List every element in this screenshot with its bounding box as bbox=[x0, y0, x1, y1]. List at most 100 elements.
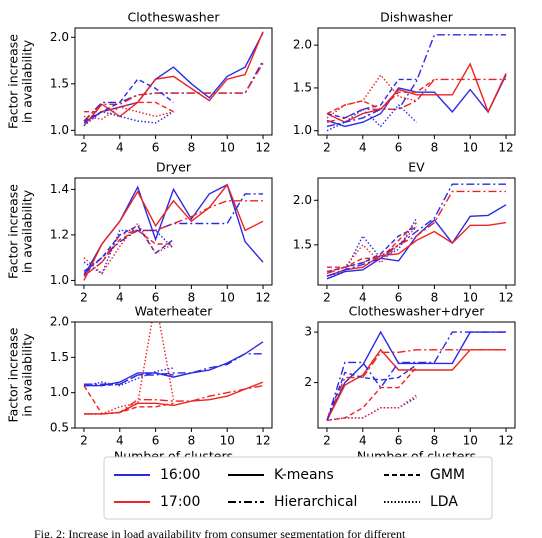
y-tick-label: 2.0 bbox=[50, 30, 69, 44]
series-line bbox=[326, 78, 506, 123]
x-tick-label: 2 bbox=[80, 141, 88, 155]
series-group bbox=[326, 34, 507, 132]
x-tick-label: 6 bbox=[395, 291, 403, 305]
x-tick-label: 8 bbox=[431, 291, 439, 305]
series-line bbox=[326, 74, 507, 128]
series-line bbox=[326, 349, 506, 421]
y-tick-label: 1.5 bbox=[50, 350, 69, 364]
x-tick-label: 12 bbox=[498, 434, 513, 448]
y-axis-label: Factor increase bbox=[6, 327, 21, 422]
series-line bbox=[84, 341, 264, 387]
y-tick-label: 2.0 bbox=[50, 315, 69, 329]
series-line bbox=[326, 331, 506, 421]
series-line bbox=[83, 32, 264, 124]
x-tick-label: 10 bbox=[463, 291, 478, 305]
y-tick-label: 0.5 bbox=[50, 421, 69, 435]
x-tick-label: 12 bbox=[255, 141, 270, 155]
y-axis-label: in availability bbox=[20, 39, 35, 123]
y-tick-label: 1.0 bbox=[50, 123, 69, 137]
axes-frame bbox=[317, 27, 516, 136]
x-tick-label: 8 bbox=[188, 141, 196, 155]
x-tick-label: 12 bbox=[255, 434, 270, 448]
panel: EV 1.5 2.0 2 4 6 8 10 12 bbox=[293, 160, 516, 305]
y-tick-label: 1.5 bbox=[50, 76, 69, 90]
legend-label: Hierarchical bbox=[274, 494, 357, 510]
y-axis-label: in availability bbox=[20, 189, 35, 273]
x-tick-label: 2 bbox=[80, 291, 88, 305]
series-line bbox=[83, 229, 174, 277]
x-tick-label: 10 bbox=[220, 141, 235, 155]
series-line bbox=[326, 34, 506, 128]
panel: Dryer 1.0 1.2 1.4 2 4 6 8 10 12 Factor increase in … bbox=[6, 160, 273, 305]
series-line bbox=[83, 222, 174, 275]
series-line bbox=[84, 372, 174, 387]
series-line bbox=[83, 367, 174, 387]
series-group bbox=[83, 183, 264, 281]
y-tick-label: 1.0 bbox=[293, 123, 312, 137]
series-group bbox=[326, 183, 507, 280]
series-group bbox=[83, 31, 264, 127]
x-tick-label: 8 bbox=[431, 141, 439, 155]
x-tick-label: 6 bbox=[152, 291, 160, 305]
x-tick-label: 10 bbox=[463, 141, 478, 155]
series-line bbox=[84, 353, 263, 385]
axes-frame bbox=[317, 321, 516, 429]
y-tick-label: 1.2 bbox=[50, 227, 69, 241]
y-axis-label: Factor increase bbox=[6, 184, 21, 279]
series-line bbox=[83, 78, 174, 122]
panel-title: Clotheswasher+dryer bbox=[349, 304, 486, 319]
series-line bbox=[83, 183, 264, 281]
panel-title: Dryer bbox=[156, 160, 192, 175]
panel: Dishwasher 1.0 1.5 2.0 2 4 6 8 10 12 bbox=[293, 10, 516, 155]
x-tick-label: 6 bbox=[152, 141, 160, 155]
x-tick-label: 8 bbox=[188, 291, 196, 305]
series-line bbox=[326, 217, 418, 277]
x-tick-label: 4 bbox=[359, 291, 367, 305]
series-line bbox=[326, 397, 417, 422]
axes-frame bbox=[74, 321, 273, 429]
series-line bbox=[326, 364, 417, 421]
y-tick-label: 1.5 bbox=[293, 237, 312, 251]
series-line bbox=[326, 190, 506, 275]
series-line bbox=[84, 381, 264, 415]
series-line bbox=[326, 103, 417, 132]
panel-title: Dishwasher bbox=[380, 10, 454, 25]
axes-frame bbox=[74, 177, 273, 286]
x-tick-label: 2 bbox=[323, 434, 331, 448]
y-axis-label: in availability bbox=[20, 333, 35, 417]
series-line bbox=[326, 348, 506, 421]
legend-label: LDA bbox=[430, 494, 458, 510]
x-tick-label: 6 bbox=[395, 141, 403, 155]
legend-box bbox=[103, 456, 493, 520]
series-line bbox=[326, 73, 417, 119]
axes-frame bbox=[317, 177, 516, 286]
legend-label: 17:00 bbox=[160, 494, 200, 510]
x-tick-label: 2 bbox=[80, 434, 88, 448]
series-line bbox=[326, 78, 417, 119]
series-group bbox=[83, 322, 264, 415]
x-tick-label: 6 bbox=[395, 434, 403, 448]
series-group bbox=[326, 330, 506, 422]
series-line bbox=[326, 366, 418, 422]
series-line bbox=[326, 330, 506, 421]
x-tick-label: 10 bbox=[220, 434, 235, 448]
series-line bbox=[83, 106, 174, 120]
panel-title: Clotheswasher bbox=[127, 10, 220, 25]
series-line bbox=[326, 394, 417, 422]
series-line bbox=[83, 110, 174, 127]
x-tick-label: 2 bbox=[323, 291, 331, 305]
series-line bbox=[83, 63, 264, 122]
x-tick-label: 4 bbox=[359, 141, 367, 155]
panel: Clotheswasher 1.0 1.5 2.0 2 4 6 8 10 12 Factor inc… bbox=[6, 10, 273, 155]
y-tick-label: 1.4 bbox=[50, 182, 69, 196]
series-line bbox=[326, 183, 506, 277]
y-tick-label: 2 bbox=[304, 375, 312, 389]
x-tick-label: 4 bbox=[116, 141, 124, 155]
x-tick-label: 8 bbox=[431, 434, 439, 448]
x-tick-label: 8 bbox=[188, 434, 196, 448]
x-tick-label: 4 bbox=[116, 434, 124, 448]
series-line bbox=[84, 384, 264, 415]
x-tick-label: 12 bbox=[255, 291, 270, 305]
